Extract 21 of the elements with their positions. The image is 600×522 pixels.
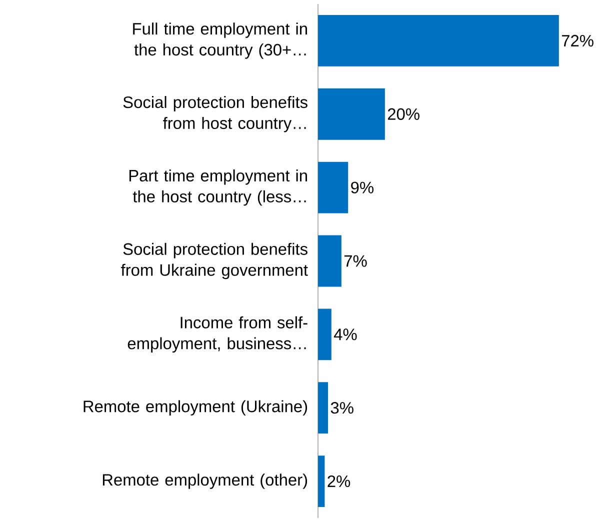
- y-tick-label: Remote employment (other): [102, 474, 308, 489]
- y-tick-label: Remote employment (Ukraine): [84, 400, 308, 416]
- data-label: 4%: [334, 328, 357, 340]
- data-label: 3%: [330, 402, 354, 414]
- data-label: 2%: [328, 475, 350, 488]
- bar: [318, 456, 325, 507]
- bar: [318, 15, 559, 66]
- bar: [318, 235, 342, 287]
- y-tick-label: Part time employment in the host country (less…: [129, 169, 307, 206]
- data-label: 20%: [388, 108, 420, 120]
- y-tick-label: Social protection benefits from host country…: [123, 96, 308, 132]
- data-label: 9%: [351, 182, 374, 194]
- data-label: 72%: [562, 34, 594, 46]
- bar: [318, 88, 385, 140]
- y-tick-label: Social protection benefits from Ukraine government: [121, 242, 308, 280]
- bar: [318, 308, 332, 360]
- y-tick-label: Full time employment in the host country (30+…: [133, 22, 307, 59]
- bar: [318, 162, 348, 214]
- y-tick-label: Income from self-employment, business…: [128, 316, 308, 353]
- bar: [318, 382, 328, 434]
- data-label: 7%: [344, 255, 367, 267]
